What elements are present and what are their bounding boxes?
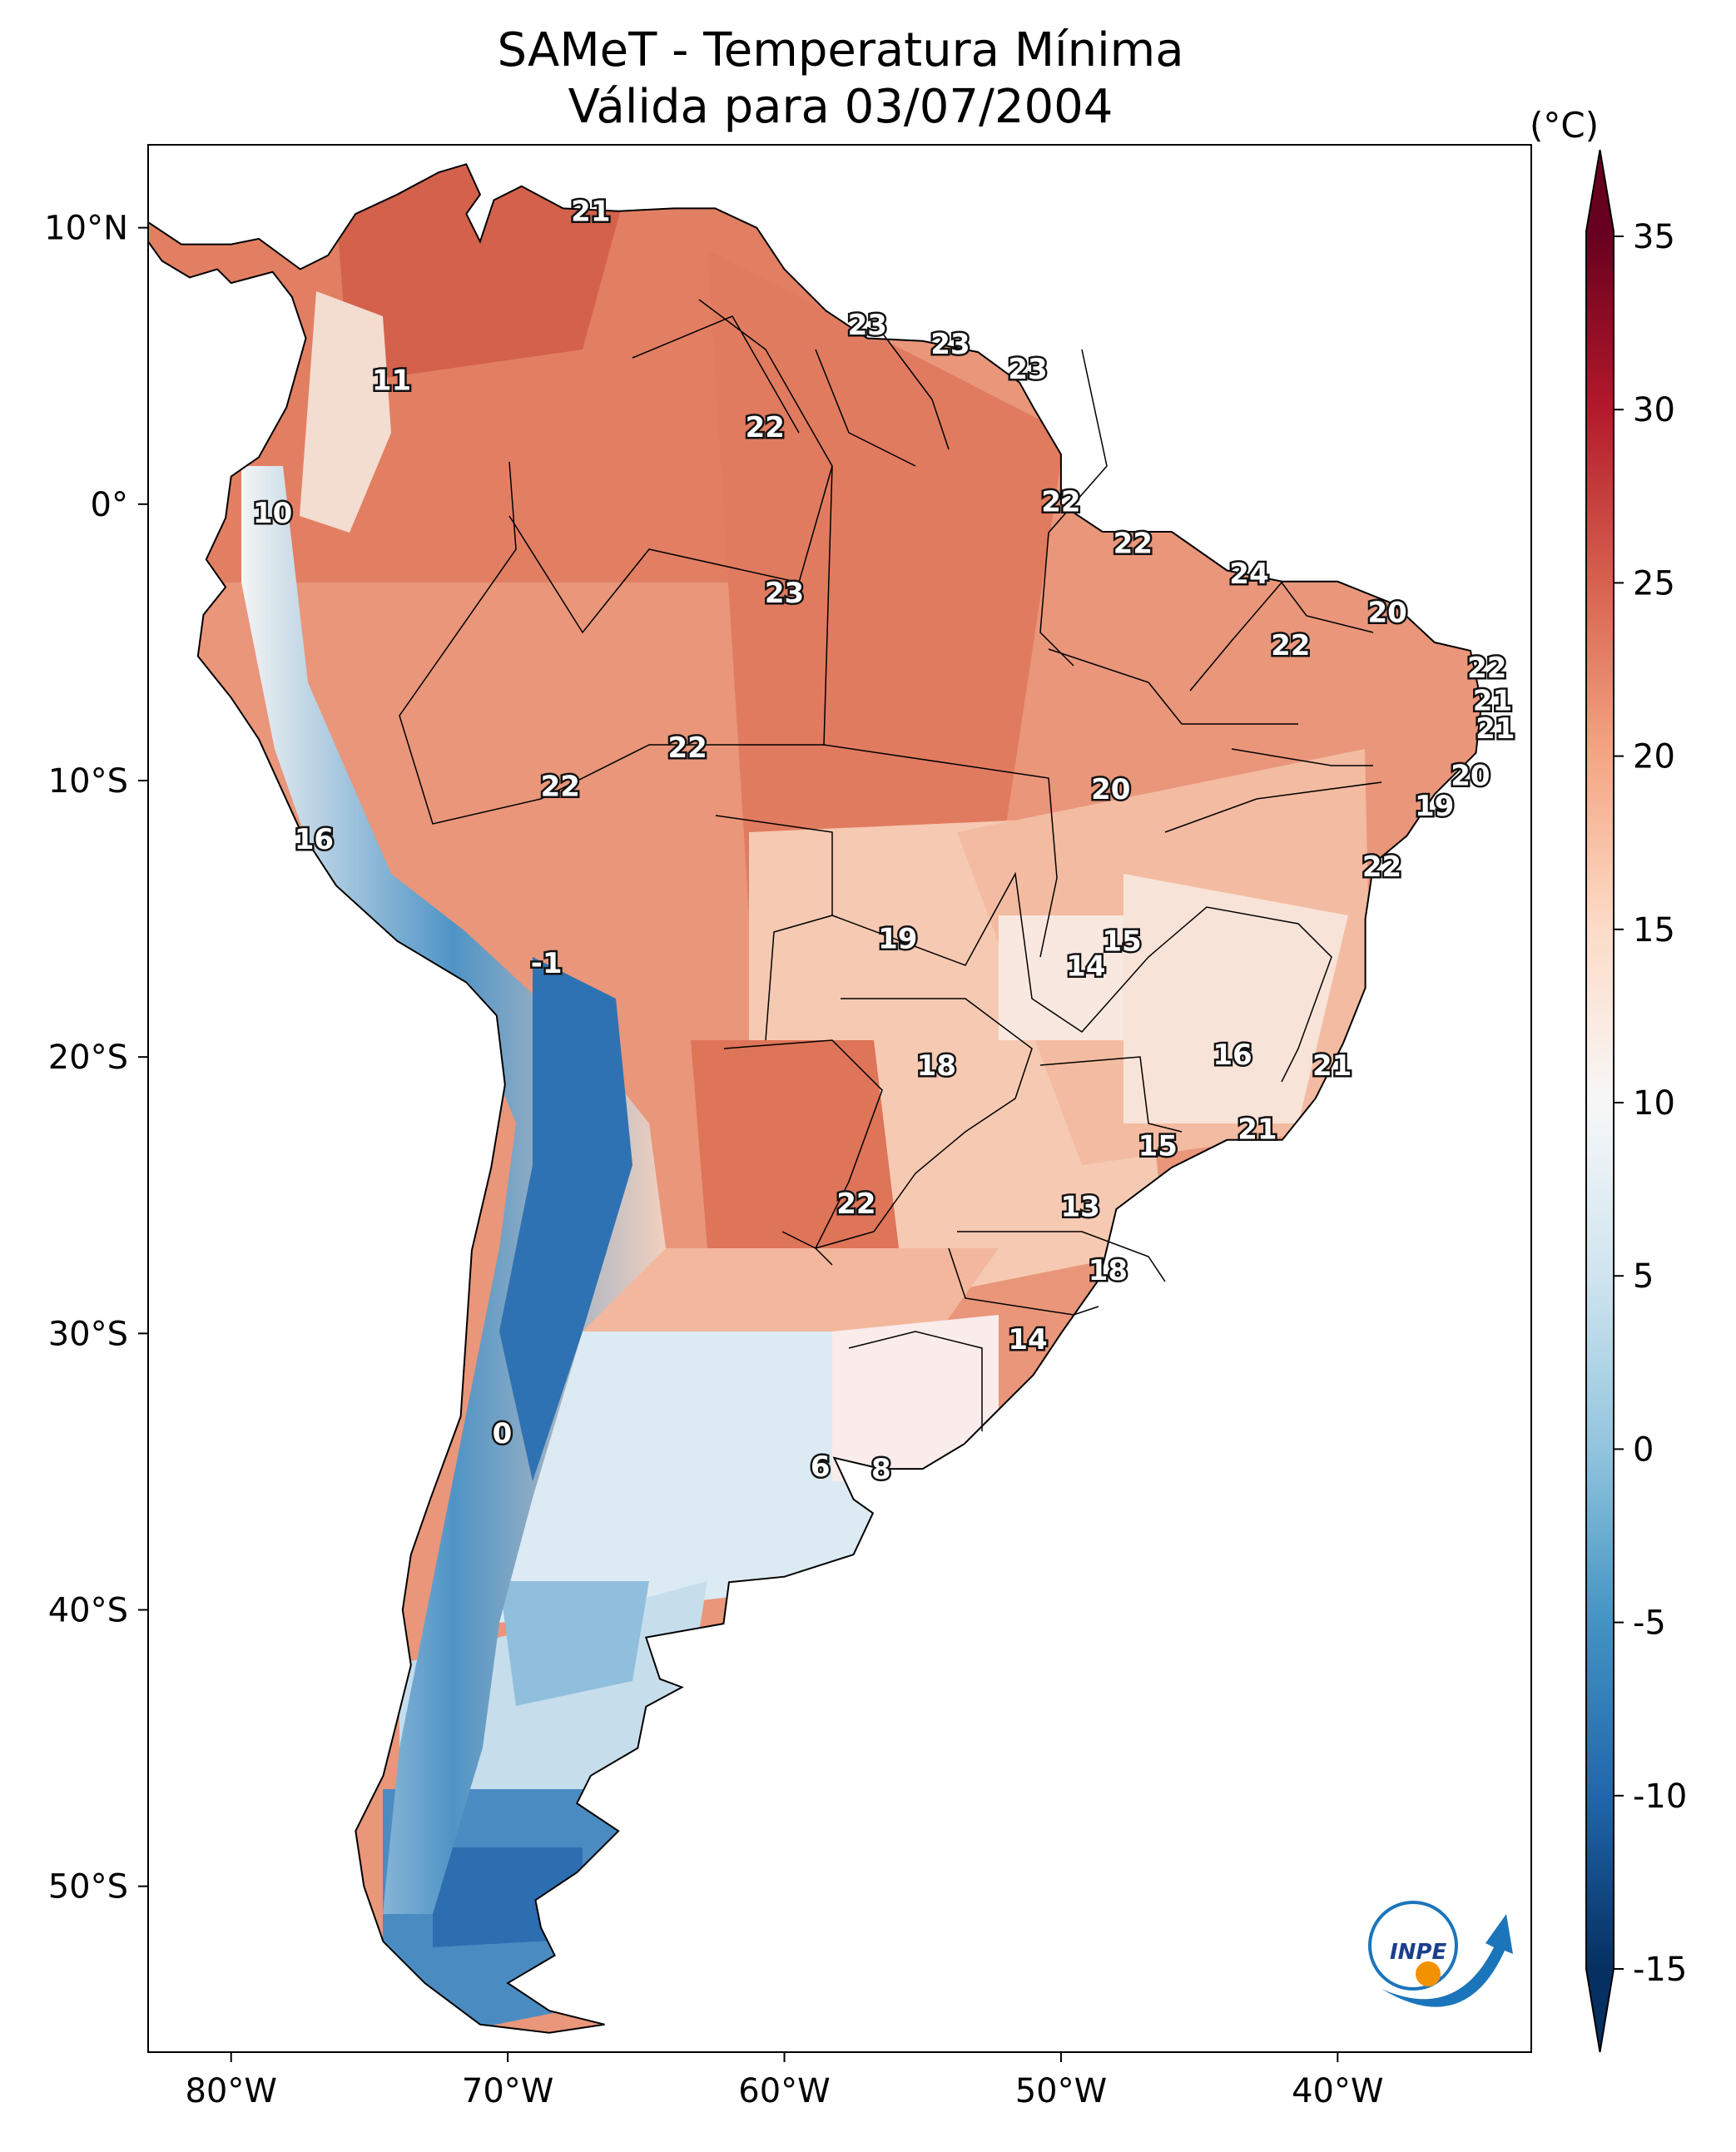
- temperature-label: 21: [571, 196, 610, 229]
- colorbar-unit: (°C): [1530, 105, 1600, 146]
- temperature-label: 22: [1271, 629, 1310, 662]
- temperature-label: 21: [1238, 1113, 1277, 1147]
- lat-tick-label: 50°S: [48, 1868, 128, 1907]
- lon-tick-label: 70°W: [462, 2072, 553, 2110]
- lon-tick-label: 50°W: [1015, 2072, 1107, 2110]
- lat-tick-label: 10°N: [44, 210, 128, 248]
- lat-tick-label: 0°: [91, 486, 128, 524]
- colorbar-min-arrow: [1586, 1969, 1614, 2052]
- temperature-label: 21: [1476, 712, 1515, 746]
- lat-tick-label: 10°S: [48, 762, 128, 801]
- temperature-label: 23: [765, 577, 804, 610]
- colorbar-tick-label: 25: [1633, 564, 1675, 602]
- lon-tick-label: 60°W: [738, 2072, 830, 2110]
- temperature-label: 24: [1229, 558, 1268, 591]
- temperature-label: 8: [871, 1453, 891, 1486]
- temperature-label: 19: [1415, 790, 1454, 823]
- colorbar-tick-label: 15: [1633, 911, 1675, 950]
- temperature-label: 0: [493, 1417, 513, 1450]
- temperature-label: 15: [1102, 925, 1141, 959]
- logo-text: INPE: [1390, 1940, 1446, 1965]
- temperature-label: 10: [253, 497, 292, 530]
- political-borders: [399, 299, 1382, 1431]
- lat-tick-label: 30°S: [48, 1315, 128, 1353]
- temperature-label: 14: [1066, 950, 1105, 984]
- temperature-label: 23: [1008, 353, 1047, 386]
- temperature-label: -1: [531, 947, 563, 980]
- temperature-label: 21: [1312, 1049, 1352, 1083]
- lon-tick-label: 80°W: [185, 2072, 276, 2110]
- colorbar-tick-label: 35: [1633, 218, 1675, 256]
- temperature-label: 20: [1451, 759, 1490, 792]
- axis-ticks: 80°W 70°W 60°W 50°W 40°W 10°N 0° 10°S 20°S 30°S 40…: [44, 210, 1383, 2110]
- temperature-label: 22: [1467, 652, 1506, 685]
- temperature-label: 22: [836, 1188, 875, 1221]
- temperature-label: 20: [1367, 596, 1406, 629]
- temperature-label: 23: [930, 328, 970, 361]
- colorbar-tick-label: -15: [1633, 1951, 1687, 1989]
- temperature-label: 16: [295, 823, 334, 856]
- map-frame: [147, 144, 1532, 2053]
- temperature-label: 23: [848, 309, 887, 342]
- temperature-label: 22: [746, 411, 785, 444]
- temperature-label: 22: [541, 771, 580, 804]
- map-subtitle: Válida para 03/07/2004: [568, 80, 1114, 134]
- lat-tick-label: 20°S: [48, 1039, 128, 1077]
- colorbar-tick-label: 30: [1633, 391, 1675, 429]
- colorbar: 35 30 25 20 15 10 5 0 -5 -10 -15: [1585, 149, 1687, 2053]
- temperature-label: 22: [1362, 850, 1401, 884]
- colorbar-tick-label: 20: [1633, 738, 1675, 776]
- temperature-label: 15: [1138, 1129, 1178, 1163]
- colorbar-tick-label: -5: [1633, 1604, 1666, 1643]
- temperature-label: 22: [668, 731, 707, 765]
- temperature-label: 22: [1114, 527, 1153, 560]
- temperature-label: 18: [917, 1049, 956, 1083]
- colorbar-tick-label: 0: [1633, 1431, 1654, 1469]
- temperature-label: 14: [1008, 1323, 1047, 1356]
- temperature-label: 6: [811, 1450, 831, 1484]
- temperature-label: 13: [1061, 1191, 1100, 1224]
- colorbar-tick-label: 10: [1633, 1084, 1675, 1123]
- temperature-label: 20: [1091, 773, 1130, 806]
- temperature-label: 18: [1089, 1254, 1128, 1287]
- temperature-label: 22: [1041, 486, 1080, 519]
- temperature-label: 16: [1213, 1039, 1252, 1072]
- temperature-label: 11: [372, 364, 411, 397]
- coastline: [147, 163, 1483, 2034]
- lon-tick-label: 40°W: [1292, 2072, 1383, 2110]
- colorbar-tick-label: 5: [1633, 1257, 1654, 1296]
- inpe-logo: INPE: [1368, 1901, 1513, 2007]
- map-title: SAMeT - Temperatura Mínima: [497, 23, 1184, 77]
- temperature-label: 19: [878, 922, 917, 955]
- colorbar-max-arrow: [1586, 150, 1614, 231]
- temperature-label: 21: [1473, 685, 1512, 718]
- colorbar-tick-label: -10: [1633, 1778, 1687, 1816]
- lat-tick-label: 40°S: [48, 1592, 128, 1630]
